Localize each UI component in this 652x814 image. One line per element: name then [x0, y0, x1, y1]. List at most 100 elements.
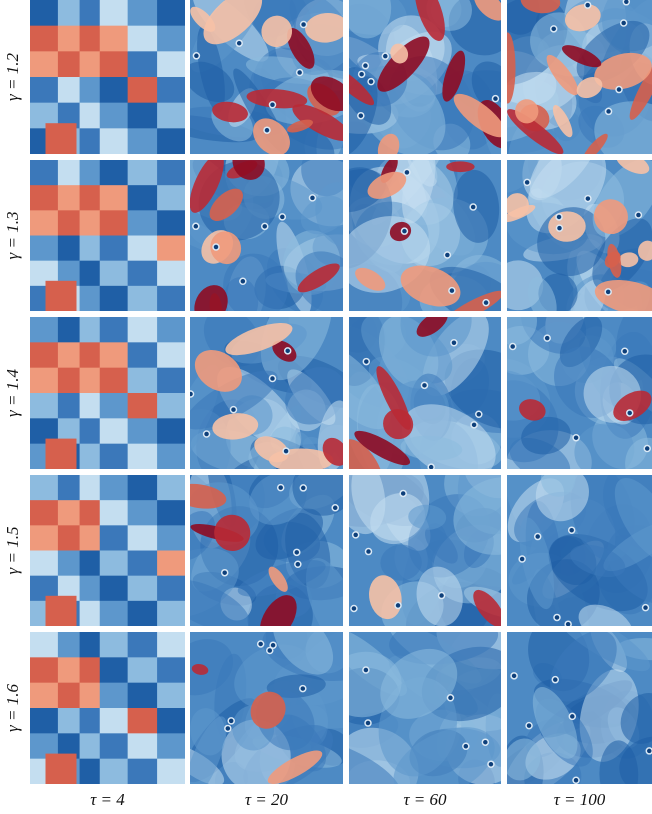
blue-region	[625, 437, 652, 469]
vortex	[448, 286, 456, 295]
red-region	[594, 280, 652, 311]
vortex	[299, 484, 308, 492]
block	[79, 25, 101, 52]
column-label: τ = 20	[245, 790, 289, 809]
panel	[190, 632, 343, 784]
block	[127, 682, 158, 709]
block	[79, 443, 101, 469]
vortex	[260, 222, 269, 231]
blue-region	[471, 61, 501, 113]
block	[57, 185, 81, 211]
block	[57, 102, 81, 129]
panel	[190, 475, 343, 626]
red-region	[552, 104, 573, 138]
block	[30, 632, 59, 658]
block	[99, 160, 129, 186]
block	[79, 525, 101, 551]
vortex	[256, 640, 265, 648]
block	[30, 0, 59, 27]
block	[157, 285, 185, 311]
block	[157, 25, 185, 52]
block	[99, 128, 129, 154]
vortex	[268, 100, 277, 109]
blue-region	[570, 544, 626, 578]
block	[57, 500, 81, 526]
red-region	[191, 664, 209, 675]
block	[157, 260, 185, 287]
block	[127, 393, 158, 419]
block	[57, 210, 81, 236]
block	[127, 51, 158, 78]
block	[99, 632, 129, 658]
block	[127, 708, 158, 734]
block	[127, 25, 158, 52]
block	[57, 367, 81, 394]
vortex	[420, 381, 429, 390]
blue-region	[599, 740, 639, 784]
block	[45, 438, 77, 469]
block	[127, 418, 158, 445]
block	[99, 260, 129, 287]
blue-region	[315, 182, 343, 247]
block	[57, 317, 81, 343]
vortex	[523, 178, 531, 187]
red-region	[194, 349, 242, 392]
vortex	[362, 666, 370, 674]
block	[79, 367, 101, 394]
vortex	[625, 409, 634, 417]
block	[127, 367, 158, 394]
vortex	[308, 194, 317, 202]
block	[99, 600, 129, 626]
vortex	[621, 347, 629, 356]
block	[57, 235, 81, 262]
vortex	[299, 20, 308, 29]
block	[30, 51, 59, 78]
block	[157, 185, 185, 211]
block	[30, 317, 59, 343]
red-region	[322, 437, 343, 466]
block	[127, 342, 158, 369]
block	[30, 77, 59, 104]
blue-region	[190, 579, 250, 626]
block	[30, 682, 59, 709]
block	[127, 657, 158, 684]
block	[127, 102, 158, 129]
vortex	[481, 738, 490, 746]
vortex	[645, 747, 652, 755]
red-region	[607, 243, 622, 278]
vortex	[381, 52, 390, 60]
vortex	[361, 61, 370, 70]
block	[57, 632, 81, 658]
block	[157, 210, 185, 236]
block	[79, 575, 101, 602]
block	[127, 525, 158, 551]
block	[99, 51, 129, 78]
vortex	[295, 68, 304, 77]
red-region	[507, 204, 536, 223]
block	[99, 525, 129, 551]
block	[157, 632, 185, 658]
red-region	[520, 0, 561, 14]
vortex	[604, 107, 613, 116]
red-region	[212, 413, 259, 440]
red-region	[507, 32, 516, 104]
vortex	[615, 85, 623, 94]
vortex	[399, 489, 407, 498]
panel	[507, 317, 652, 469]
red-region	[209, 188, 243, 221]
block	[157, 733, 185, 760]
red-region	[305, 12, 343, 43]
red-region	[616, 160, 650, 174]
blue-region	[380, 544, 422, 581]
panel	[507, 0, 652, 154]
blue-region	[603, 521, 652, 572]
red-region	[473, 589, 501, 626]
block	[45, 753, 77, 784]
block	[99, 102, 129, 129]
block	[99, 550, 129, 577]
vortex	[555, 224, 564, 232]
blue-region	[190, 511, 216, 561]
red-region	[246, 88, 308, 109]
vortex	[619, 19, 628, 27]
red-region	[267, 750, 323, 784]
